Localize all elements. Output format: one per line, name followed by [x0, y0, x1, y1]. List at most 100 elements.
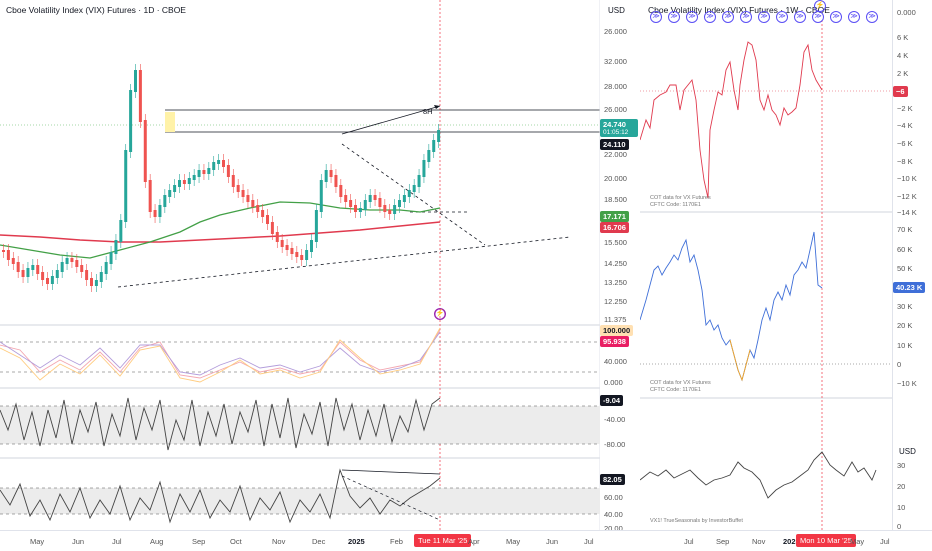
candle	[251, 200, 255, 207]
candle	[21, 270, 25, 277]
candle	[207, 168, 211, 174]
candle	[349, 200, 353, 207]
candle	[114, 240, 118, 254]
rsi-tick: 40.000	[604, 357, 627, 366]
candle	[305, 250, 309, 260]
candle	[290, 248, 294, 254]
currency-label: USD	[608, 6, 625, 15]
event-icon[interactable]: ≫	[776, 11, 788, 23]
value-tick: 50 K	[897, 264, 913, 273]
event-icon[interactable]: ≫	[686, 11, 698, 23]
month-label: Feb	[390, 537, 403, 546]
candle	[94, 280, 98, 286]
event-icon[interactable]: ≫	[794, 11, 806, 23]
month-label: Jul	[880, 537, 890, 546]
candle	[55, 270, 59, 278]
candle	[363, 200, 367, 210]
right-chart-title: Cboe Volatility Index (VIX) Futures · 1W…	[648, 5, 830, 15]
candle	[2, 250, 5, 252]
event-icon[interactable]: ≫	[740, 11, 752, 23]
candle	[231, 175, 235, 187]
price-tick: 14.250	[604, 259, 627, 268]
last-price-value: 24.740	[603, 120, 626, 129]
candle	[26, 268, 30, 277]
candle	[334, 175, 338, 187]
level-price-tag: 24.110	[600, 139, 629, 150]
time-axis[interactable]: May Jun Jul Aug Sep Oct Nov Dec 2025 Feb…	[0, 530, 932, 551]
candle	[192, 175, 196, 180]
month-label: Nov	[272, 537, 286, 546]
right-value-axis[interactable]: 0.000 6 K 4 K 2 K −6 −2 K −4 K −6 K −8 K…	[892, 0, 932, 531]
month-label: Jul	[112, 537, 122, 546]
price-tick: 15.500	[604, 238, 627, 247]
right-cot-chart[interactable]	[640, 0, 892, 530]
candle	[90, 278, 93, 286]
candle	[134, 70, 137, 92]
candle	[75, 260, 79, 267]
month-label: May	[850, 537, 865, 546]
candle	[217, 160, 221, 164]
price-tick: 12.250	[604, 297, 627, 306]
rsi-tick: 0.000	[604, 378, 623, 387]
ma-green-tag: 17.171	[600, 211, 629, 222]
candle	[378, 198, 382, 207]
candle	[368, 195, 372, 202]
event-icon[interactable]: ≫	[830, 11, 842, 23]
candle	[163, 195, 167, 207]
candle	[383, 205, 387, 212]
candle	[212, 162, 216, 170]
right-date-tag: Mon 10 Mar '25	[796, 534, 856, 547]
candle	[319, 180, 323, 212]
event-icon[interactable]: ≫	[758, 11, 770, 23]
candle	[344, 195, 348, 202]
candle	[46, 278, 49, 284]
candle	[285, 245, 289, 250]
candle	[295, 252, 299, 257]
month-label: Sep	[716, 537, 730, 546]
right-chart-panel[interactable]: Cboe Volatility Index (VIX) Futures · 1W…	[640, 0, 892, 530]
month-label: 2025	[348, 537, 365, 546]
price-tick: 22.000	[604, 150, 627, 159]
price-tick: 13.250	[604, 278, 627, 287]
red-value-tag: −6	[893, 86, 908, 97]
event-icon[interactable]: ≫	[866, 11, 878, 23]
month-label: 2025	[783, 537, 800, 546]
event-icon[interactable]: ≫	[704, 11, 716, 23]
month-label: Jun	[72, 537, 85, 546]
value-tick: 2 K	[897, 69, 909, 78]
event-icon[interactable]: ≫	[848, 11, 860, 23]
osc-tag: -9.04	[600, 395, 624, 406]
countdown-value: 01:05:12	[603, 129, 629, 136]
left-price-axis[interactable]: USD 26.000 32.000 28.000 26.000 22.000 2…	[600, 0, 640, 533]
value-tick: 30	[897, 461, 906, 470]
candle	[422, 160, 426, 177]
candle	[173, 185, 177, 192]
event-icon[interactable]: ≫	[722, 11, 734, 23]
price-tick: 11.375	[604, 315, 627, 324]
event-icon[interactable]: ≫	[668, 11, 680, 23]
month-label: May	[30, 537, 45, 546]
blue-value-tag: 40.23 K	[893, 282, 926, 293]
left-date-tag: Tue 11 Mar '25	[414, 534, 472, 547]
event-icon[interactable]: ≫	[812, 11, 824, 23]
event-icon[interactable]: ≫	[650, 11, 662, 23]
left-price-chart[interactable]	[0, 0, 600, 530]
seasonals-note: VX1! TrueSeasonals by InvestorBuffet	[650, 518, 743, 524]
osc2-tick: 20.00	[604, 524, 623, 533]
value-tick: 0.000	[897, 8, 916, 17]
osc2-tag: 82.05	[600, 474, 625, 485]
candle	[41, 272, 45, 280]
month-label: Jul	[584, 537, 594, 546]
lightning-icon[interactable]: ⚡	[434, 308, 446, 320]
value-tick: −14 K	[897, 208, 917, 217]
candle	[407, 190, 411, 197]
month-label: Aug	[150, 537, 164, 546]
left-chart-panel[interactable]: Cboe Volatility Index (VIX) Futures · 1D…	[0, 0, 600, 530]
candle	[354, 205, 357, 212]
candle	[129, 90, 133, 152]
candle	[197, 170, 201, 177]
candle	[222, 160, 225, 167]
month-label: Jul	[684, 537, 694, 546]
rsi-tag-2: 95.938	[600, 336, 629, 347]
value-tick: 10	[897, 503, 906, 512]
